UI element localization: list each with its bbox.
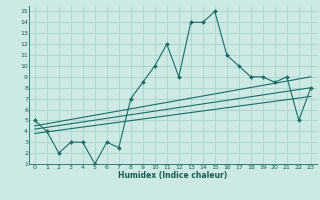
X-axis label: Humidex (Indice chaleur): Humidex (Indice chaleur)	[118, 171, 228, 180]
